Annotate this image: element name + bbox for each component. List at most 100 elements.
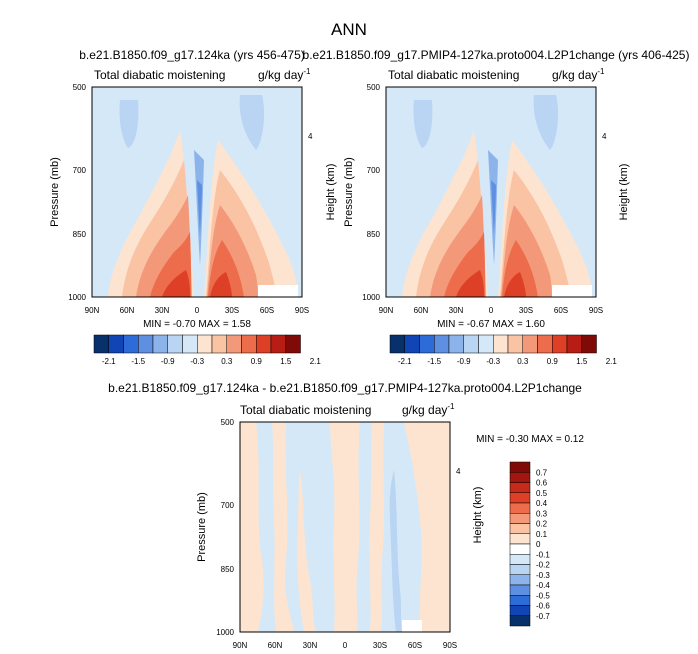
panel-2-colorbar-label: 1.5 [576, 357, 588, 366]
panel-3-colorbar-label: 0.5 [536, 489, 548, 498]
panel-2-colorbar-label: -2.1 [398, 357, 412, 366]
panel-3-colorbar-label: 0.2 [536, 520, 548, 529]
panel-3-y-tick: 700 [221, 501, 235, 510]
panel-3-colorbar-swatch [509, 502, 531, 514]
panel-2-y-tick: 500 [367, 83, 381, 92]
panel-1-colorbar-swatch [138, 334, 154, 354]
panel-1-colorbar-swatch [226, 334, 242, 354]
panel-3-stats: MIN = -0.30 MAX = 0.12 [476, 434, 584, 445]
panel-1-ylabel: Pressure (mb) [49, 157, 61, 227]
panel-2-colorbar-swatch [581, 334, 597, 354]
panel-2-x-tick: 60S [554, 306, 568, 315]
panel-2-colorbar-swatch [448, 334, 464, 354]
panel-3-x-tick: 90N [233, 641, 248, 650]
panel-3-colorbar-swatch [509, 513, 531, 524]
panel-2-colorbar-swatch [537, 334, 553, 354]
panel-3-y-right-tick: 4 [456, 467, 461, 476]
panel-2-colorbar-swatch [507, 334, 523, 354]
panel-1-x-tick: 60N [120, 306, 135, 315]
panel-3-colorbar-label: 0.7 [536, 468, 548, 477]
panel-2-x-tick: 0 [489, 306, 494, 315]
panel-3-colorbar-label: 0 [536, 540, 541, 549]
panel-3-colorbar-swatch [509, 472, 531, 483]
panel-2-colorbar-swatch [404, 334, 420, 354]
panel-3-colorbar-swatch [509, 461, 531, 473]
panel-1-colorbar-swatch [152, 334, 168, 354]
panel-1-colorbar-swatch [285, 334, 301, 354]
panel-2-y-tick: 850 [367, 230, 381, 239]
panel-3-colorbar-swatch [509, 543, 531, 555]
panel-1-stats: MIN = -0.70 MAX = 1.58 [143, 319, 251, 330]
panel-3-colorbar-label: 0.6 [536, 479, 548, 488]
panel-3-colorbar-swatch [509, 574, 531, 586]
panel-3-field [239, 421, 451, 633]
panel-2-stats: MIN = -0.67 MAX = 1.60 [437, 319, 545, 330]
panel-1-y-tick: 1000 [68, 293, 86, 302]
panel-3-title: b.e21.B1850.f09_g17.124ka - b.e21.B1850.… [108, 381, 582, 395]
panel-1-y-tick: 500 [73, 83, 87, 92]
panel-2-colorbar-label: 0.3 [517, 357, 529, 366]
panel-1-colorbar-swatch [93, 334, 109, 354]
panel-2-x-tick: 90S [589, 306, 603, 315]
panel-1-colorbar-swatch [123, 334, 139, 354]
panel-3-y-tick: 1000 [216, 628, 234, 637]
panel-1-colorbar-label: -0.9 [161, 357, 175, 366]
panel-2-colorbar-swatch [522, 334, 538, 354]
panel-3-x-tick: 90S [443, 641, 457, 650]
panel-1-colorbar-swatch [270, 334, 286, 354]
panel-1-unit-label: g/kg day-1 [258, 67, 311, 82]
panel-2-colorbar-label: -0.3 [486, 357, 500, 366]
panel-2-colorbar-label: 2.1 [606, 357, 618, 366]
panel-3-colorbar-swatch [509, 584, 531, 596]
panel-1-x-tick: 60S [260, 306, 274, 315]
panel-3-ylabel-right: Height (km) [472, 487, 484, 544]
panel-3-ylabel: Pressure (mb) [196, 492, 208, 562]
panel-1-colorbar-label: 1.5 [280, 357, 292, 366]
panel-3-x-ticks: 90N 60N 30N 0 30S 60S 90S [233, 641, 457, 650]
panel-1-y-tick: 700 [73, 166, 87, 175]
panel-3-y-tick: 850 [221, 565, 235, 574]
panel-2-colorbar-label: -0.9 [457, 357, 471, 366]
panel-3-colorbar-swatch [509, 533, 531, 545]
panel-3-colorbar-swatch [509, 595, 531, 606]
panel-2-colorbar-swatch [434, 334, 450, 354]
panel-2-colorbar-swatch [566, 334, 582, 354]
panel-3-colorbar-label: -0.6 [536, 602, 550, 611]
panel-1-colorbar-label: -2.1 [102, 357, 116, 366]
panel-2-colorbar-swatch [419, 334, 435, 354]
panel-2-colorbar-swatch [478, 334, 494, 354]
panel-2-left-label: Total diabatic moistening [388, 68, 519, 82]
panel-3-y-tick: 500 [221, 418, 235, 427]
panel-2-colorbar: -2.1 -1.5 -0.9 -0.3 0.3 0.9 1.5 2.1 [389, 334, 618, 366]
panel-3-colorbar-swatch [509, 605, 531, 616]
panel-2-x-tick: 90N [379, 306, 394, 315]
panel-2-colorbar-swatch [493, 334, 509, 354]
panel-3-x-tick: 60S [408, 641, 422, 650]
panel-3-colorbar-swatch [509, 615, 531, 627]
panel-3: b.e21.B1850.f09_g17.124ka - b.e21.B1850.… [108, 381, 584, 650]
panel-2-y-right-tick: 4 [602, 132, 607, 141]
panel-1-colorbar-label: 2.1 [310, 357, 322, 366]
panel-2-colorbar-label: 0.9 [547, 357, 559, 366]
panel-1-colorbar-swatch [108, 334, 124, 354]
panel-2-x-tick: 60N [414, 306, 429, 315]
panel-3-colorbar-swatch [509, 482, 531, 493]
panel-3-colorbar-swatch [509, 564, 531, 575]
panel-1-colorbar-label: 0.9 [251, 357, 263, 366]
panel-3-left-label: Total diabatic moistening [240, 403, 371, 417]
panel-2-x-tick: 30N [449, 306, 464, 315]
panel-1-field [91, 86, 303, 298]
panel-3-colorbar: 0.70.60.50.40.30.20.10-0.1-0.2-0.3-0.4-0… [509, 461, 550, 627]
panel-3-colorbar-label: -0.2 [536, 561, 550, 570]
panel-1-colorbar-swatch [167, 334, 183, 354]
panel-1-colorbar-label: -0.3 [190, 357, 204, 366]
panel-1-ylabel-right: Height (km) [325, 164, 337, 221]
panel-2-colorbar-swatch [552, 334, 568, 354]
panel-1-x-tick: 30S [225, 306, 239, 315]
panel-1-left-label: Total diabatic moistening [94, 68, 225, 82]
panel-1-colorbar-label: 0.3 [221, 357, 233, 366]
panel-1-colorbar-swatch [197, 334, 213, 354]
panel-2-y-tick: 1000 [362, 293, 380, 302]
panel-3-colorbar-swatch [509, 523, 531, 534]
panel-2-ylabel: Pressure (mb) [343, 157, 355, 227]
